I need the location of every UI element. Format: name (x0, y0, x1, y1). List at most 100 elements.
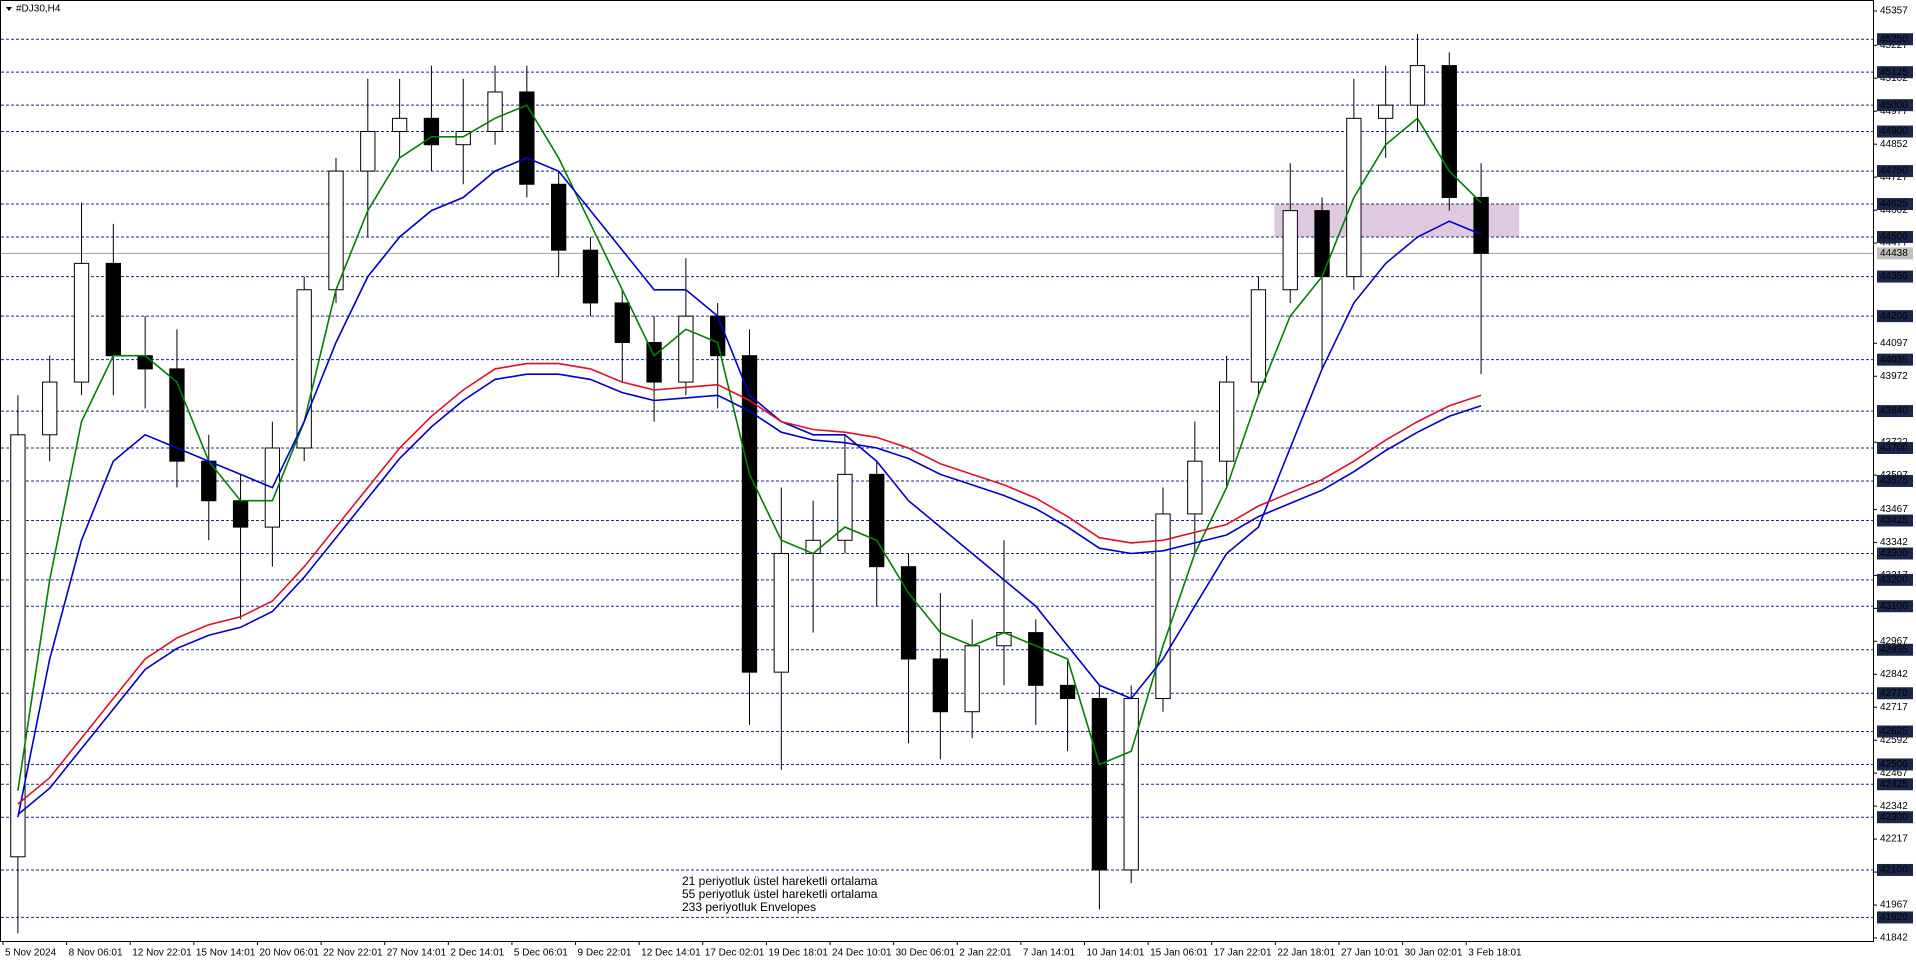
level-label-box (1877, 405, 1913, 418)
level-label-box (1877, 198, 1913, 211)
candle-body (869, 473, 885, 568)
level-label: 44035 (1880, 354, 1908, 365)
candle-body (1282, 210, 1298, 291)
level-label-box (1877, 99, 1913, 112)
level-label: 44350 (1880, 271, 1908, 282)
candle-body (773, 552, 789, 673)
candle-body (105, 262, 121, 357)
level-label: 42300 (1880, 812, 1908, 823)
candle-body (964, 645, 980, 713)
y-tick-label: 43342 (1880, 537, 1908, 548)
candle-body (646, 342, 662, 383)
level-label-box (1877, 547, 1913, 560)
y-tick-label: 43467 (1880, 504, 1908, 515)
y-tick-label: 44477 (1880, 238, 1908, 249)
level-label: 43575 (1880, 476, 1908, 487)
level-label: 44750 (1880, 166, 1908, 177)
candle-body (837, 473, 853, 541)
x-tick-label: 15 Jan 06:01 (1150, 948, 1208, 959)
x-tick-label: 5 Nov 2024 (5, 948, 57, 959)
x-tick-label: 17 Jan 22:01 (1214, 948, 1272, 959)
current-price-label: 44438 (1880, 248, 1908, 259)
y-tick-label: 45102 (1880, 73, 1908, 84)
level-label: 44625 (1880, 199, 1908, 210)
level-label: 45125 (1880, 67, 1908, 78)
candle-body (932, 658, 949, 713)
level-label: 41920 (1880, 912, 1908, 923)
candle-body (582, 249, 599, 304)
x-tick-label: 8 Nov 06:01 (69, 948, 123, 959)
y-tick-label: 42342 (1880, 801, 1908, 812)
indicator-line (17, 104, 1482, 791)
x-tick-label: 22 Nov 22:01 (323, 948, 383, 959)
candle-body (360, 131, 376, 172)
level-label: 42935 (1880, 644, 1908, 655)
level-label: 45000 (1880, 100, 1908, 111)
y-tick-label: 42467 (1880, 768, 1908, 779)
candle-body (1473, 196, 1489, 254)
y-tick-label: 41967 (1880, 900, 1908, 911)
candle-body (391, 117, 408, 133)
chart-title: #DJ30,H4 (16, 4, 61, 15)
y-tick-label: 44852 (1880, 139, 1908, 150)
level-label-box (1877, 514, 1913, 527)
candle-body (519, 91, 535, 185)
y-tick-label: 44977 (1880, 106, 1908, 117)
level-label-box (1877, 125, 1913, 138)
y-tick-label: 45227 (1880, 40, 1908, 51)
level-label-box (1877, 353, 1913, 366)
x-tick-label: 3 Feb 18:01 (1468, 948, 1522, 959)
level-label-box (1877, 600, 1913, 613)
level-label: 44500 (1880, 232, 1908, 243)
menu-arrow[interactable] (6, 7, 12, 11)
x-tick-label: 27 Jan 10:01 (1341, 948, 1399, 959)
level-label-box (1877, 66, 1913, 79)
level-label: 44900 (1880, 126, 1908, 137)
level-label: 43700 (1880, 443, 1908, 454)
candle-body (1155, 513, 1171, 700)
y-tick-label: 42592 (1880, 735, 1908, 746)
candle-body (328, 170, 344, 291)
candle-body (1314, 210, 1330, 278)
x-tick-label: 7 Jan 14:01 (1023, 948, 1076, 959)
level-label-box (1877, 33, 1913, 46)
candle-body (678, 315, 694, 383)
candle-body (487, 91, 503, 133)
level-label-box (1877, 911, 1913, 924)
x-tick-label: 5 Dec 06:01 (514, 948, 568, 959)
level-label: 42770 (1880, 688, 1908, 699)
candle-body (710, 315, 726, 357)
candle-body (232, 500, 249, 528)
x-tick-label: 15 Nov 14:01 (196, 948, 256, 959)
level-label-box (1877, 863, 1913, 876)
level-label-box (1877, 310, 1913, 323)
y-tick-label: 42842 (1880, 669, 1908, 680)
level-label-box (1877, 811, 1913, 824)
candle-body (1028, 632, 1044, 686)
candle-body (1123, 698, 1139, 871)
indicator-line (17, 362, 1482, 805)
legend-entry: 233 periyotluk Envelopes (682, 900, 816, 914)
level-label: 45250 (1880, 34, 1908, 45)
x-tick-label: 2 Dec 14:01 (450, 948, 504, 959)
candle-body (423, 117, 440, 146)
level-label: 43300 (1880, 548, 1908, 559)
candle-body (296, 289, 312, 449)
y-tick-label: 42967 (1880, 636, 1908, 647)
indicator-line (17, 157, 1482, 818)
candle-body (42, 381, 58, 436)
level-label-box (1877, 758, 1913, 771)
level-label: 42500 (1880, 759, 1908, 770)
x-tick-label: 19 Dec 18:01 (768, 948, 828, 959)
candle-body (137, 355, 153, 370)
level-label-box (1877, 573, 1913, 586)
x-tick-label: 30 Jan 02:01 (1405, 948, 1463, 959)
level-label-box (1877, 643, 1913, 656)
x-tick-label: 22 Jan 18:01 (1277, 948, 1335, 959)
x-tick-label: 10 Jan 14:01 (1086, 948, 1144, 959)
legend-entry: 21 periyotluk üstel hareketli ortalama (682, 874, 878, 888)
x-tick-label: 12 Dec 14:01 (641, 948, 701, 959)
x-tick-label: 2 Jan 22:01 (959, 948, 1012, 959)
